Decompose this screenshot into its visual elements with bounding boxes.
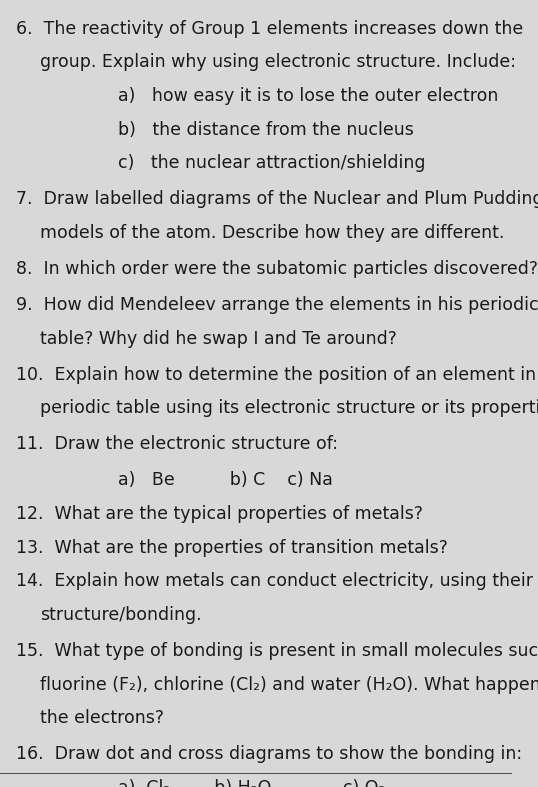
Text: 14.  Explain how metals can conduct electricity, using their: 14. Explain how metals can conduct elect… — [16, 572, 533, 590]
Text: a)   Be          b) C    c) Na: a) Be b) C c) Na — [118, 471, 333, 490]
Text: 15.  What type of bonding is present in small molecules such as: 15. What type of bonding is present in s… — [16, 642, 538, 660]
Text: 16.  Draw dot and cross diagrams to show the bonding in:: 16. Draw dot and cross diagrams to show … — [16, 745, 522, 763]
Text: a)   how easy it is to lose the outer electron: a) how easy it is to lose the outer elec… — [118, 87, 499, 105]
Text: b)   the distance from the nucleus: b) the distance from the nucleus — [118, 120, 414, 139]
Text: 8.  In which order were the subatomic particles discovered?: 8. In which order were the subatomic par… — [16, 260, 538, 278]
Text: 9.  How did Mendeleev arrange the elements in his periodic: 9. How did Mendeleev arrange the element… — [16, 296, 538, 314]
Text: table? Why did he swap I and Te around?: table? Why did he swap I and Te around? — [40, 330, 397, 348]
Text: group. Explain why using electronic structure. Include:: group. Explain why using electronic stru… — [40, 54, 516, 72]
Text: 7.  Draw labelled diagrams of the Nuclear and Plum Pudding: 7. Draw labelled diagrams of the Nuclear… — [16, 190, 538, 209]
Text: structure/bonding.: structure/bonding. — [40, 606, 202, 624]
Text: 6.  The reactivity of Group 1 elements increases down the: 6. The reactivity of Group 1 elements in… — [16, 20, 523, 38]
Text: models of the atom. Describe how they are different.: models of the atom. Describe how they ar… — [40, 224, 505, 242]
Text: fluorine (F₂), chlorine (Cl₂) and water (H₂O). What happens to: fluorine (F₂), chlorine (Cl₂) and water … — [40, 675, 538, 693]
Text: a)  Cl₂        b) H₂O             c) O₂: a) Cl₂ b) H₂O c) O₂ — [118, 779, 386, 787]
Text: periodic table using its electronic structure or its properties.: periodic table using its electronic stru… — [40, 399, 538, 417]
Text: 13.  What are the properties of transition metals?: 13. What are the properties of transitio… — [16, 538, 448, 556]
Text: c)   the nuclear attraction/shielding: c) the nuclear attraction/shielding — [118, 154, 426, 172]
Text: the electrons?: the electrons? — [40, 709, 164, 727]
Text: 11.  Draw the electronic structure of:: 11. Draw the electronic structure of: — [16, 435, 338, 453]
Text: 10.  Explain how to determine the position of an element in the: 10. Explain how to determine the positio… — [16, 366, 538, 383]
Text: 12.  What are the typical properties of metals?: 12. What are the typical properties of m… — [16, 505, 423, 523]
